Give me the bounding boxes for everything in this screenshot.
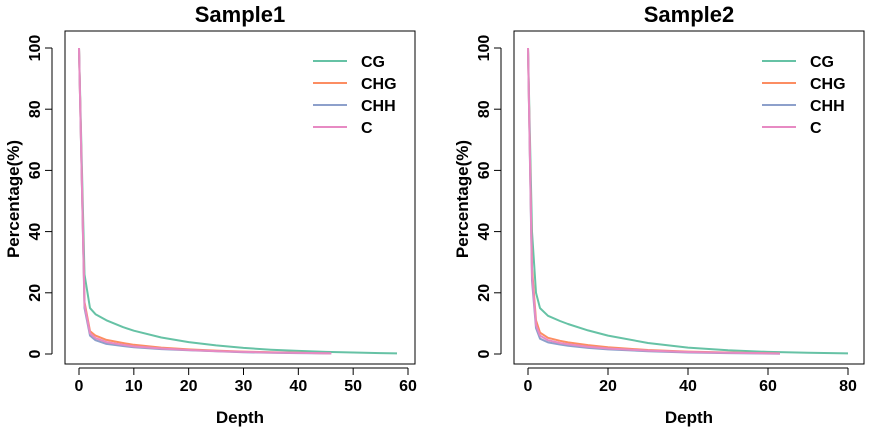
series-lines [78,47,398,355]
y-tick-label: 0 [27,349,44,358]
series-lines [527,47,849,355]
y-tick-label: 40 [27,223,44,241]
y-tick-label: 20 [27,284,44,302]
x-tick-label: 30 [235,378,253,395]
legend-label-chh: CHH [810,98,845,115]
legend-label-cg: CG [810,54,834,71]
y-tick-label: 40 [476,223,493,241]
legend-label-chh: CHH [361,98,396,115]
legend-label-c: C [810,120,822,137]
legend-label-chg: CHG [361,76,397,93]
x-tick-label: 80 [839,378,857,395]
x-tick-label: 40 [679,378,697,395]
x-tick-label: 20 [180,378,198,395]
x-axis: 0 10 20 30 40 50 60 [75,367,417,395]
y-tick-label: 0 [476,349,493,358]
series-line-chg [78,47,332,355]
x-tick-label: 0 [524,378,533,395]
y-axis: 0 20 40 60 80 100 [27,35,53,358]
y-tick-label: 100 [27,35,44,62]
series-line-chh [527,47,781,355]
legend: CG CHG CHH C [313,54,397,137]
legend-label-cg: CG [361,54,385,71]
y-axis: 0 20 40 60 80 100 [476,35,502,358]
y-tick-label: 20 [476,284,493,302]
series-line-c [78,47,332,355]
x-axis-label: Depth [216,408,264,427]
y-tick-label: 100 [476,35,493,62]
x-axis: 0 20 40 60 80 [524,367,857,395]
plot-frame [64,30,416,365]
chart-title: Sample2 [644,2,735,27]
x-tick-label: 10 [125,378,143,395]
legend: CG CHG CHH C [762,54,846,137]
series-line-chg [527,47,781,355]
y-tick-label: 60 [27,161,44,179]
series-line-c [527,47,781,355]
x-tick-label: 20 [599,378,617,395]
y-tick-label: 60 [476,161,493,179]
legend-label-c: C [361,120,373,137]
x-tick-label: 50 [344,378,362,395]
x-tick-label: 60 [759,378,777,395]
x-tick-label: 60 [399,378,417,395]
chart-title: Sample1 [195,2,286,27]
x-tick-label: 40 [289,378,307,395]
legend-label-chg: CHG [810,76,846,93]
y-tick-label: 80 [27,100,44,118]
y-tick-label: 80 [476,100,493,118]
y-axis-label: Percentage(%) [453,140,472,258]
series-line-chh [78,47,332,355]
y-axis-label: Percentage(%) [4,140,23,258]
series-line-cg [527,47,849,355]
series-line-cg [78,47,398,355]
chart-panel-sample1: Sample1 0 10 20 30 40 50 60 0 20 40 60 80 100 CG CHG… [4,2,417,427]
x-axis-label: Depth [665,408,713,427]
plot-frame [513,30,865,365]
x-tick-label: 0 [75,378,84,395]
